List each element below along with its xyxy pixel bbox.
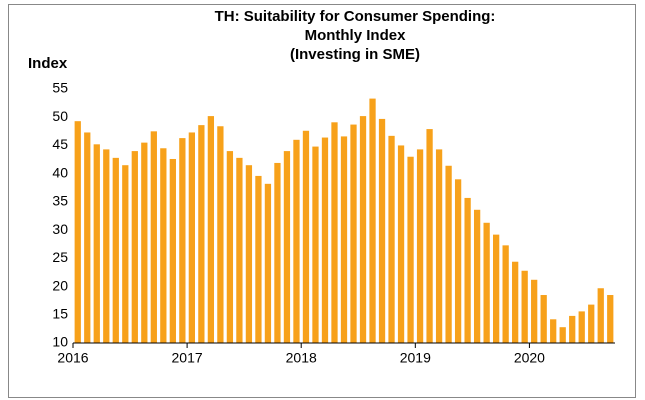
bar bbox=[454, 179, 462, 343]
y-tick-label: 20 bbox=[52, 277, 68, 293]
bar bbox=[378, 118, 386, 343]
bar bbox=[226, 151, 234, 343]
y-tick-label: 25 bbox=[52, 249, 68, 265]
bar bbox=[122, 165, 129, 343]
bar bbox=[607, 295, 614, 343]
y-tick-label: 30 bbox=[52, 221, 68, 237]
bar bbox=[426, 129, 433, 343]
y-tick-label: 10 bbox=[52, 334, 68, 350]
bar bbox=[131, 151, 138, 343]
y-tick-label: 40 bbox=[52, 164, 68, 180]
bar bbox=[141, 142, 148, 343]
bar bbox=[255, 175, 262, 343]
bar bbox=[112, 157, 119, 343]
bar bbox=[169, 158, 176, 343]
y-tick-label: 55 bbox=[52, 80, 68, 96]
bar bbox=[493, 234, 500, 343]
bar bbox=[245, 165, 253, 343]
bar bbox=[321, 137, 329, 343]
y-tick-label: 35 bbox=[52, 193, 68, 209]
bar bbox=[473, 209, 481, 343]
x-tick-label: 2020 bbox=[514, 350, 545, 366]
bar bbox=[445, 165, 452, 343]
bar bbox=[293, 139, 300, 343]
x-tick-label: 2018 bbox=[286, 350, 317, 366]
bar bbox=[512, 261, 519, 343]
bar bbox=[464, 197, 471, 343]
bar bbox=[578, 311, 585, 343]
bar bbox=[103, 149, 110, 343]
bar bbox=[350, 124, 357, 343]
bar bbox=[340, 136, 348, 343]
x-tick-label: 2019 bbox=[400, 350, 431, 366]
y-tick-label: 50 bbox=[52, 108, 68, 124]
bar bbox=[416, 149, 424, 343]
bar bbox=[150, 131, 157, 343]
bar bbox=[188, 132, 195, 343]
bar bbox=[502, 245, 509, 343]
bar bbox=[540, 295, 547, 343]
bar bbox=[160, 148, 167, 343]
bar bbox=[236, 157, 243, 343]
chart-title: Monthly Index bbox=[305, 27, 406, 44]
bar bbox=[179, 138, 186, 343]
x-tick-label: 2016 bbox=[57, 350, 88, 366]
bar bbox=[550, 319, 557, 343]
bar bbox=[198, 125, 205, 343]
bar bbox=[435, 149, 443, 343]
bar bbox=[388, 135, 395, 343]
bar bbox=[74, 121, 81, 343]
bar bbox=[397, 145, 405, 343]
y-tick-label: 15 bbox=[52, 305, 68, 321]
bar bbox=[312, 146, 319, 343]
bar bbox=[559, 327, 566, 343]
bar bbox=[521, 270, 528, 343]
bar bbox=[207, 116, 215, 344]
chart-title: (Investing in SME) bbox=[290, 46, 420, 63]
bar bbox=[483, 222, 490, 343]
bar bbox=[588, 304, 595, 343]
bar bbox=[302, 130, 310, 343]
frame bbox=[8, 4, 636, 398]
bar bbox=[264, 183, 272, 343]
bar bbox=[597, 288, 604, 343]
y-axis-label: Index bbox=[28, 55, 68, 72]
bar bbox=[93, 144, 100, 343]
bar bbox=[217, 126, 224, 344]
bar bbox=[283, 151, 291, 343]
bar bbox=[84, 132, 91, 343]
bar bbox=[569, 315, 576, 343]
x-tick-label: 2017 bbox=[172, 350, 203, 366]
bar bbox=[531, 279, 538, 343]
chart-title: TH: Suitability for Consumer Spending: bbox=[215, 8, 496, 25]
y-tick-label: 45 bbox=[52, 136, 68, 152]
bar bbox=[274, 162, 281, 343]
bar bbox=[331, 122, 338, 344]
bar bbox=[407, 156, 414, 343]
bar bbox=[359, 116, 367, 344]
bar bbox=[369, 98, 376, 344]
